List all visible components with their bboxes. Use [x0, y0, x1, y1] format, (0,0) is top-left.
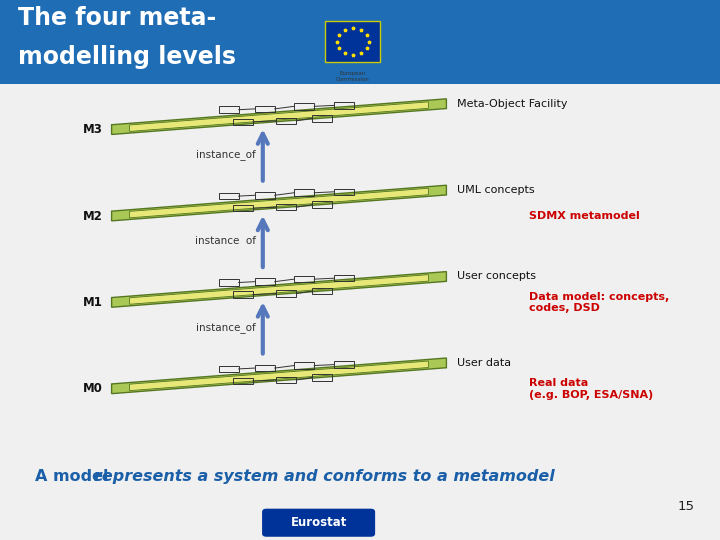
Text: instance  of: instance of	[194, 237, 256, 246]
Bar	[219, 366, 239, 372]
Text: Eurostat: Eurostat	[290, 516, 347, 529]
Text: represents a system and conforms to a metamodel: represents a system and conforms to a me…	[94, 469, 554, 484]
Bar	[334, 188, 354, 195]
Bar	[312, 201, 333, 208]
Bar	[276, 204, 297, 211]
Bar	[312, 374, 333, 381]
Polygon shape	[112, 358, 446, 394]
Bar	[334, 102, 354, 109]
Bar	[233, 378, 253, 384]
Text: instance_of: instance_of	[196, 150, 256, 160]
Text: Real data
(e.g. BOP, ESA/SNA): Real data (e.g. BOP, ESA/SNA)	[529, 378, 654, 400]
Text: UML concepts: UML concepts	[457, 185, 535, 195]
Polygon shape	[130, 361, 428, 390]
Polygon shape	[112, 185, 446, 221]
Bar	[294, 276, 315, 282]
Bar	[276, 118, 297, 124]
FancyBboxPatch shape	[262, 509, 375, 537]
Polygon shape	[130, 275, 428, 304]
Text: The four meta-: The four meta-	[18, 6, 216, 30]
Text: User concepts: User concepts	[457, 272, 536, 281]
Bar	[294, 103, 315, 110]
Text: M1: M1	[83, 296, 103, 309]
Text: Meta-Object Facility: Meta-Object Facility	[457, 99, 567, 109]
Bar	[312, 288, 333, 294]
Bar	[255, 192, 275, 199]
Bar	[233, 292, 253, 298]
Bar	[233, 205, 253, 212]
Bar	[325, 21, 380, 62]
Bar	[334, 361, 354, 368]
Bar	[312, 115, 333, 122]
Text: modelling levels: modelling levels	[18, 45, 236, 69]
Text: M2: M2	[83, 210, 103, 222]
Bar	[219, 193, 239, 199]
Bar	[219, 279, 239, 286]
Bar	[276, 291, 297, 297]
Bar	[294, 362, 315, 369]
Text: 15: 15	[678, 500, 695, 513]
Bar	[255, 279, 275, 285]
Text: European
Commission: European Commission	[336, 71, 369, 82]
Bar	[276, 377, 297, 383]
Bar	[334, 275, 354, 281]
Polygon shape	[130, 102, 428, 131]
Text: User data: User data	[457, 358, 511, 368]
Text: instance_of: instance_of	[196, 322, 256, 333]
Bar	[0, 0, 720, 84]
Text: M3: M3	[83, 123, 103, 136]
Polygon shape	[112, 272, 446, 307]
Bar	[294, 190, 315, 196]
Polygon shape	[130, 188, 428, 218]
Bar	[255, 365, 275, 372]
Bar	[233, 119, 253, 125]
Text: SDMX metamodel: SDMX metamodel	[529, 211, 640, 221]
Polygon shape	[112, 99, 446, 134]
Text: Data model: concepts,
codes, DSD: Data model: concepts, codes, DSD	[529, 292, 670, 313]
Text: A model: A model	[35, 469, 114, 484]
Bar	[219, 106, 239, 113]
Text: M0: M0	[83, 382, 103, 395]
Bar	[255, 106, 275, 112]
